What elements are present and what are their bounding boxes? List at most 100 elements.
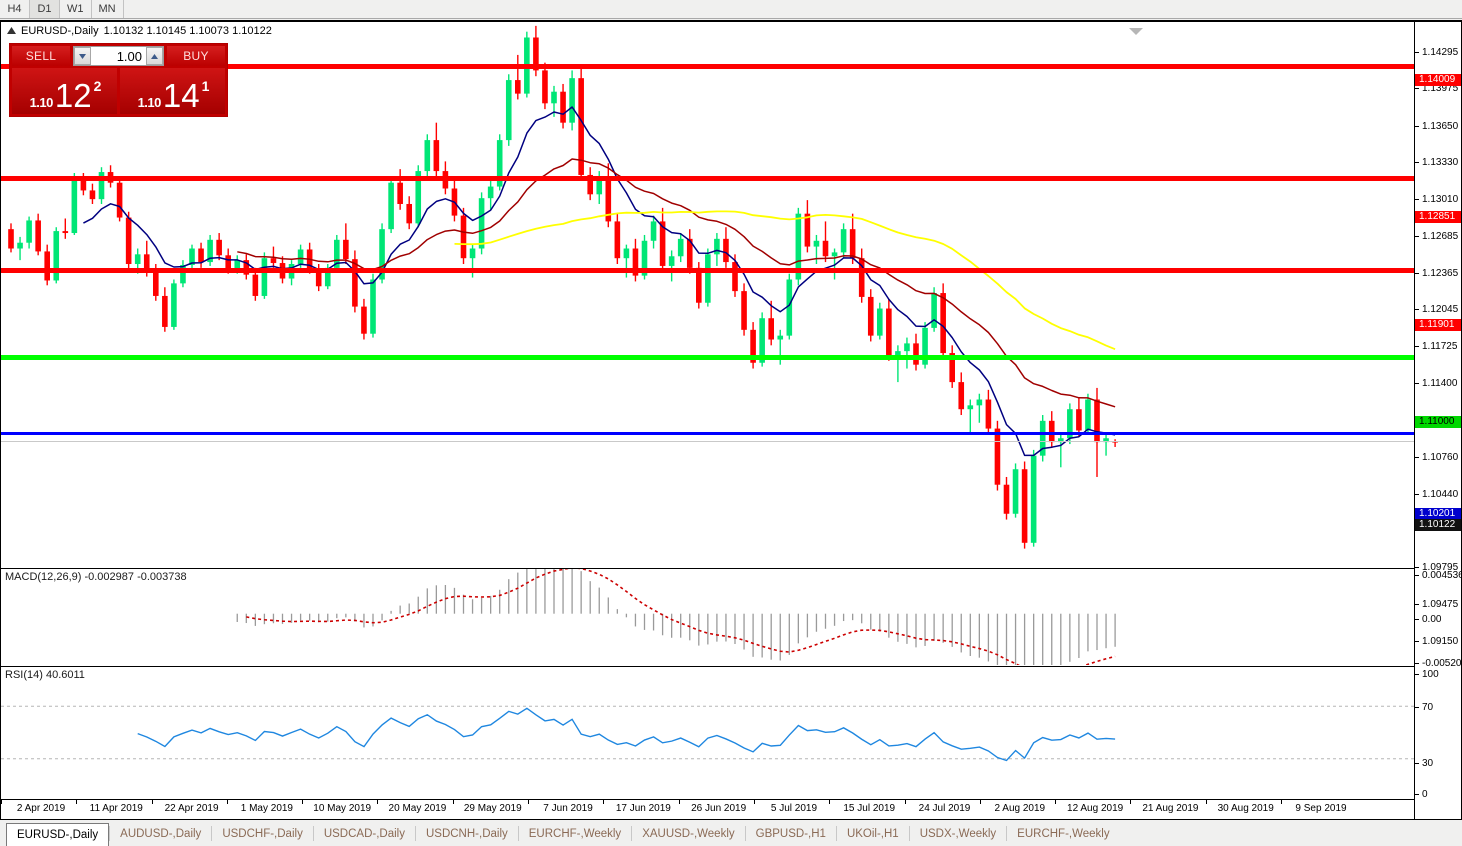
- symbol-tab-xauusd-weekly[interactable]: XAUUSD-,Weekly: [642, 827, 735, 840]
- tab-separator: [517, 826, 519, 841]
- buy-price-box[interactable]: 1.10 14 1: [120, 68, 225, 114]
- tab-separator: [414, 826, 416, 841]
- volume-input[interactable]: 1.00: [91, 47, 146, 65]
- triangle-up-icon: [7, 25, 16, 37]
- time-tick-label: 12 Aug 2019: [1067, 803, 1124, 814]
- symbol-tab-audusd-daily[interactable]: AUDUSD-,Daily: [120, 827, 202, 840]
- sell-price-fraction: 2: [93, 78, 102, 94]
- axis-tick: 1.10760: [1415, 452, 1458, 463]
- volume-decrement-button[interactable]: [74, 47, 91, 65]
- rsi-plot: [1, 705, 1414, 762]
- symbol-tab-eurusd-daily[interactable]: EURUSD-,Daily: [6, 823, 110, 846]
- time-tick-label: 30 Aug 2019: [1217, 803, 1274, 814]
- octp-header-row: SELL 1.00 BUY: [10, 44, 227, 68]
- tab-separator: [835, 826, 837, 841]
- symbol-tab-usdcnh-daily[interactable]: USDCNH-,Daily: [425, 827, 508, 840]
- sell-price-prefix: 1.10: [29, 95, 54, 110]
- symbol-tab-gbpusd-h1[interactable]: GBPUSD-,H1: [755, 827, 826, 840]
- buy-button[interactable]: BUY: [167, 46, 225, 66]
- tab-separator: [312, 826, 314, 841]
- volume-value: 1.00: [116, 48, 142, 64]
- price-tag-red[interactable]: 1.14009: [1415, 74, 1461, 86]
- time-tick-label: 29 May 2019: [463, 803, 522, 814]
- current-price-line: [1, 440, 1414, 442]
- axis-tick: 1.13010: [1415, 194, 1458, 205]
- time-tick-mark: [302, 800, 304, 804]
- sell-button-label: SELL: [25, 49, 57, 63]
- chart-title: EURUSD-,Daily 1.10132 1.10145 1.10073 1.…: [7, 25, 272, 37]
- time-tick-label: 7 Jun 2019: [543, 803, 593, 814]
- time-tick-label: 26 Jun 2019: [691, 803, 747, 814]
- level-line-support-4[interactable]: [1, 432, 1414, 436]
- volume-increment-button[interactable]: [146, 47, 163, 65]
- symbol-tab-usdchf-daily[interactable]: USDCHF-,Daily: [222, 827, 303, 840]
- axis-tick: 1.12045: [1415, 304, 1458, 315]
- volume-stepper[interactable]: 1.00: [73, 46, 164, 66]
- symbol-tab-usdcad-daily[interactable]: USDCAD-,Daily: [323, 827, 405, 840]
- chart-canvas-area[interactable]: EURUSD-,Daily 1.10132 1.10145 1.10073 1.…: [0, 20, 1462, 820]
- buy-price-prefix: 1.10: [137, 95, 162, 110]
- time-tick-label: 17 Jun 2019: [615, 803, 671, 814]
- time-tick-mark: [226, 800, 228, 804]
- sell-price-box[interactable]: 1.10 12 2: [12, 68, 117, 114]
- axis-tick: 0: [1415, 789, 1428, 800]
- price-tag-red[interactable]: 1.11901: [1415, 319, 1461, 331]
- chevron-down-icon[interactable]: [1129, 22, 1143, 35]
- time-tick-label: 20 May 2019: [388, 803, 447, 814]
- time-tick-label: 9 Sep 2019: [1295, 803, 1347, 814]
- period-tab-w1[interactable]: W1: [60, 0, 92, 18]
- price-pane[interactable]: [1, 22, 1414, 567]
- price-tag-red[interactable]: 1.12851: [1415, 211, 1461, 223]
- one-click-trading-panel[interactable]: SELL 1.00 BUY: [9, 43, 228, 117]
- symbol-tab-eurchf-weekly[interactable]: EURCHF-,Weekly: [528, 827, 622, 840]
- time-tick-mark: [528, 800, 530, 804]
- period-tab-mn[interactable]: MN: [91, 0, 124, 18]
- axis-tick: 1.12685: [1415, 231, 1458, 242]
- period-tab-d1[interactable]: D1: [30, 0, 60, 18]
- level-line-resistance-0[interactable]: [1, 63, 1414, 69]
- period-tab-label: W1: [67, 3, 84, 15]
- time-tick-mark: [904, 800, 906, 804]
- period-tab-h4[interactable]: H4: [0, 0, 30, 18]
- axis-tick: 1.13650: [1415, 121, 1458, 132]
- axis-tick: 70: [1415, 702, 1433, 713]
- level-line-support-3[interactable]: [1, 354, 1414, 360]
- axis-tick: 1.11400: [1415, 378, 1457, 389]
- symbol-tab-ukoil-h1[interactable]: UKOil-,H1: [846, 827, 899, 840]
- axis-tick: 30: [1415, 758, 1433, 769]
- time-tick-label: 15 Jul 2019: [843, 803, 896, 814]
- time-tick-mark: [603, 800, 605, 804]
- tab-separator: [211, 826, 213, 841]
- price-tag-black[interactable]: 1.10122: [1415, 519, 1461, 531]
- symbol-tab-bar: EURUSD-,Daily AUDUSD-,Daily USDCHF-,Daily U…: [0, 821, 1462, 846]
- time-tick-label: 5 Jul 2019: [770, 803, 818, 814]
- time-tick-mark: [452, 800, 454, 804]
- sell-button[interactable]: SELL: [12, 46, 70, 66]
- level-line-resistance-2[interactable]: [1, 267, 1414, 273]
- price-axis[interactable]: 1.14295 1.13975 1.13650 1.13330 1.13010 1.126…: [1414, 22, 1461, 819]
- buy-button-label: BUY: [183, 49, 209, 63]
- level-line-resistance-1[interactable]: [1, 175, 1414, 181]
- rsi-pane[interactable]: RSI(14) 40.6011: [1, 666, 1414, 798]
- axis-tick: 1.13975: [1415, 83, 1458, 94]
- axis-tick: -0.005205: [1415, 658, 1461, 669]
- symbol-tab-usdx-weekly[interactable]: USDX-,Weekly: [919, 827, 997, 840]
- time-tick-mark: [979, 800, 981, 804]
- axis-tick: 1.09795: [1415, 562, 1458, 573]
- tab-separator: [1006, 826, 1008, 841]
- tab-separator: [631, 826, 633, 841]
- axis-tick: 1.09475: [1415, 599, 1458, 610]
- time-tick-label: 2 Aug 2019: [994, 803, 1046, 814]
- symbol-tab-eurchf-weekly[interactable]: EURCHF-,Weekly: [1017, 827, 1110, 840]
- tab-separator: [908, 826, 910, 841]
- time-tick-mark: [1, 800, 2, 804]
- time-tick-label: 22 Apr 2019: [164, 803, 219, 814]
- time-tick-mark: [678, 800, 680, 804]
- price-tag-blue[interactable]: 1.10201: [1415, 508, 1461, 520]
- macd-pane[interactable]: MACD(12,26,9) -0.002987 -0.003738: [1, 568, 1414, 665]
- macd-plot: [236, 569, 1116, 665]
- price-tag-green[interactable]: 1.11000: [1415, 416, 1461, 428]
- axis-tick: 0.00: [1415, 614, 1441, 625]
- rsi-label: RSI(14) 40.6011: [5, 669, 85, 681]
